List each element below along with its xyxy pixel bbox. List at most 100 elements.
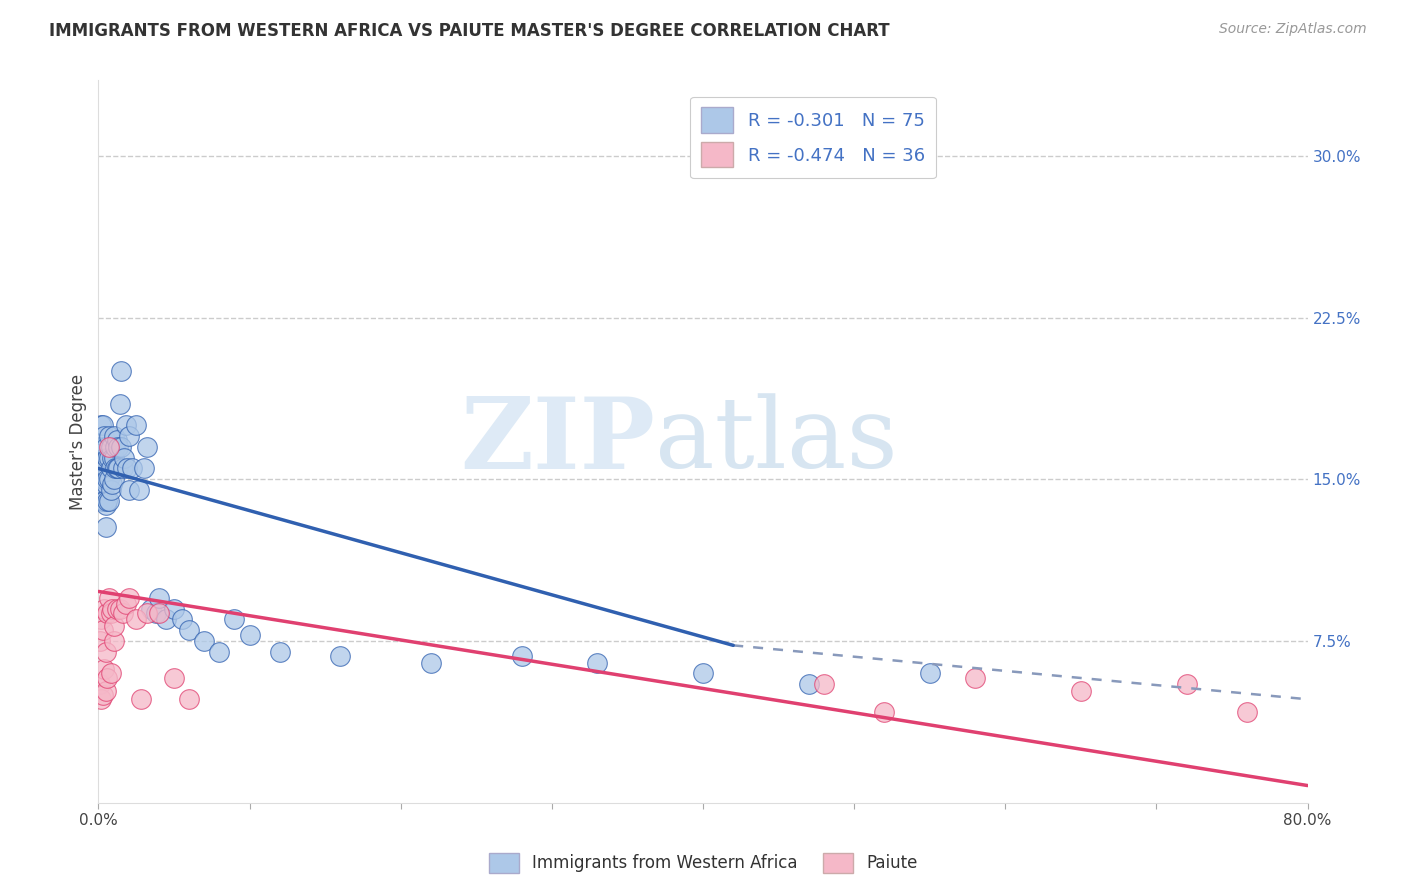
Point — [163, 601, 186, 615]
Point — [193, 634, 215, 648]
Text: ZIP: ZIP — [460, 393, 655, 490]
Point — [108, 397, 131, 411]
Point — [141, 601, 163, 615]
Point — [100, 440, 122, 454]
Point — [94, 683, 117, 698]
Point — [96, 606, 118, 620]
Point — [100, 666, 122, 681]
Point — [208, 645, 231, 659]
Point — [89, 634, 111, 648]
Point — [125, 612, 148, 626]
Point — [224, 612, 246, 626]
Point — [135, 440, 157, 454]
Point — [121, 461, 143, 475]
Point — [96, 493, 118, 508]
Legend: Immigrants from Western Africa, Paiute: Immigrants from Western Africa, Paiute — [482, 847, 924, 880]
Point — [101, 476, 124, 491]
Point — [104, 440, 127, 454]
Point — [510, 649, 533, 664]
Point — [125, 418, 148, 433]
Point — [107, 440, 129, 454]
Point — [94, 520, 117, 534]
Point — [105, 434, 128, 448]
Point — [98, 472, 121, 486]
Point — [110, 440, 132, 454]
Point — [179, 624, 201, 638]
Point — [118, 483, 141, 497]
Point — [98, 429, 121, 443]
Point — [155, 612, 177, 626]
Point — [90, 418, 112, 433]
Point — [93, 662, 115, 676]
Point — [96, 450, 118, 465]
Point — [118, 429, 141, 443]
Point — [148, 606, 170, 620]
Point — [100, 483, 122, 497]
Point — [132, 461, 155, 475]
Point — [1070, 683, 1092, 698]
Point — [148, 591, 170, 605]
Point — [93, 450, 115, 465]
Text: atlas: atlas — [655, 393, 897, 490]
Point — [269, 645, 291, 659]
Point — [103, 450, 125, 465]
Point — [90, 612, 112, 626]
Text: IMMIGRANTS FROM WESTERN AFRICA VS PAIUTE MASTER'S DEGREE CORRELATION CHART: IMMIGRANTS FROM WESTERN AFRICA VS PAIUTE… — [49, 22, 890, 40]
Point — [93, 493, 115, 508]
Point — [1236, 705, 1258, 719]
Point — [94, 645, 117, 659]
Point — [329, 649, 352, 664]
Point — [420, 656, 443, 670]
Point — [89, 677, 111, 691]
Point — [90, 461, 112, 475]
Point — [965, 671, 987, 685]
Point — [103, 472, 125, 486]
Point — [94, 476, 117, 491]
Point — [114, 598, 136, 612]
Point — [1175, 677, 1198, 691]
Point — [101, 450, 124, 465]
Point — [135, 606, 157, 620]
Point — [118, 591, 141, 605]
Point — [91, 688, 114, 702]
Point — [94, 440, 117, 454]
Point — [918, 666, 941, 681]
Point — [110, 364, 132, 378]
Point — [93, 601, 115, 615]
Point — [239, 627, 262, 641]
Point — [91, 493, 114, 508]
Point — [96, 671, 118, 685]
Point — [112, 450, 135, 465]
Point — [105, 601, 128, 615]
Point — [98, 450, 121, 465]
Point — [103, 634, 125, 648]
Point — [103, 429, 125, 443]
Point — [94, 461, 117, 475]
Point — [170, 612, 193, 626]
Point — [94, 498, 117, 512]
Point — [111, 606, 134, 620]
Point — [107, 461, 129, 475]
Point — [145, 606, 167, 620]
Point — [813, 677, 835, 691]
Point — [93, 472, 115, 486]
Point — [105, 461, 128, 475]
Point — [692, 666, 714, 681]
Point — [111, 461, 134, 475]
Point — [91, 624, 114, 638]
Point — [98, 440, 121, 454]
Point — [163, 671, 186, 685]
Point — [128, 483, 150, 497]
Legend: R = -0.301   N = 75, R = -0.474   N = 36: R = -0.301 N = 75, R = -0.474 N = 36 — [690, 96, 936, 178]
Point — [104, 461, 127, 475]
Point — [873, 705, 896, 719]
Point — [101, 601, 124, 615]
Point — [98, 493, 121, 508]
Point — [586, 656, 609, 670]
Point — [89, 440, 111, 454]
Point — [91, 455, 114, 469]
Point — [91, 472, 114, 486]
Point — [115, 461, 138, 475]
Point — [90, 483, 112, 497]
Point — [797, 677, 820, 691]
